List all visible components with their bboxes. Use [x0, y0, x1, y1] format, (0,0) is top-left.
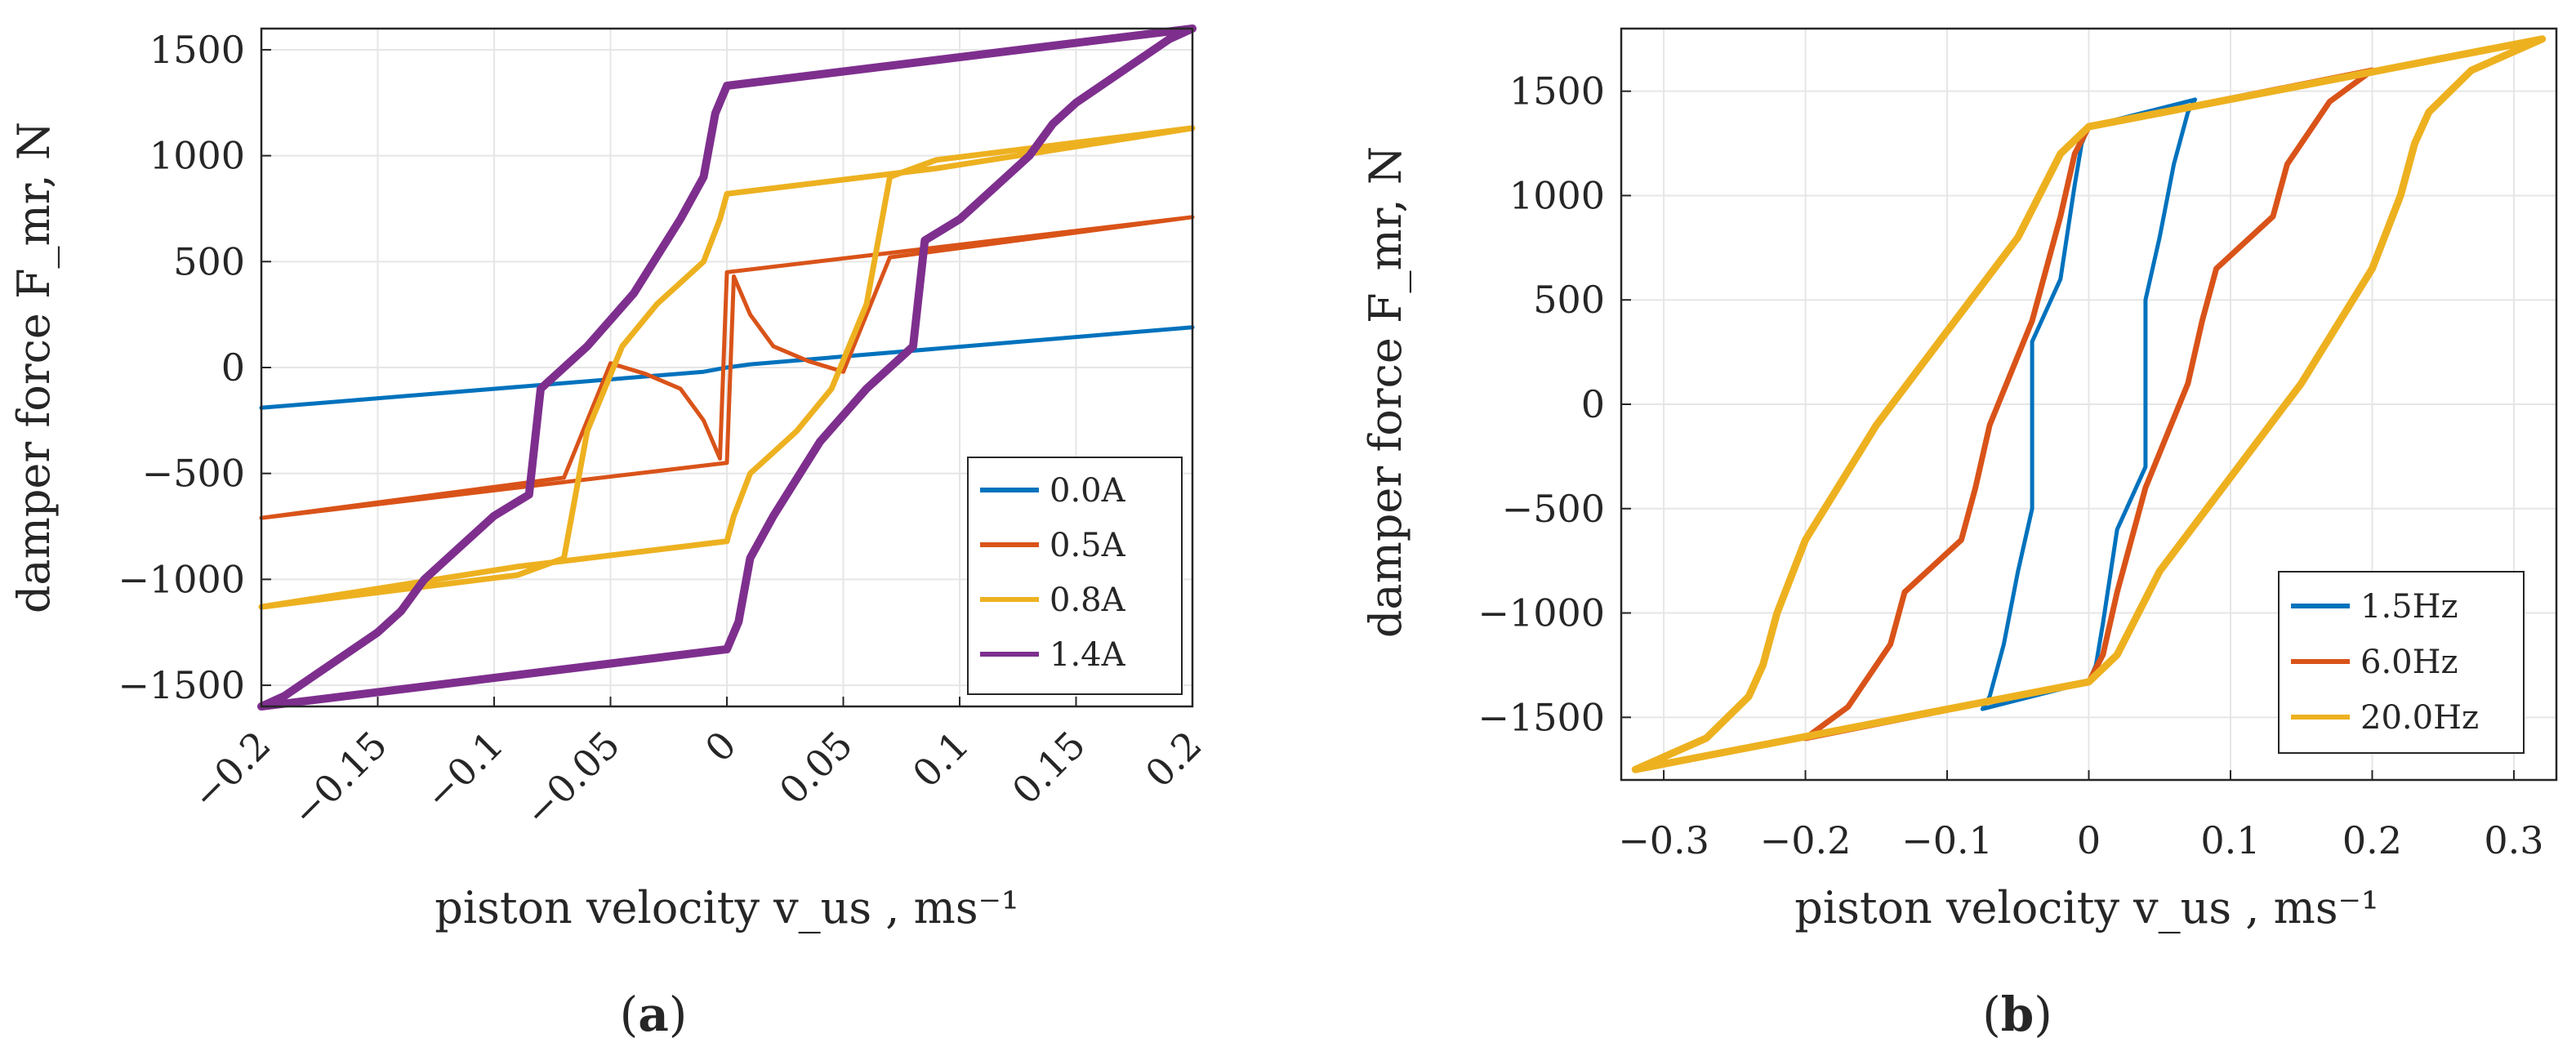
x-axis-label-a: piston velocity v_us , ms⁻¹ — [435, 882, 1018, 933]
x-tick-label-b-5: 0.2 — [2342, 818, 2402, 862]
y-tick-label-a-5: 1000 — [149, 134, 245, 178]
x-ticks-a: −0.2 −0.15 −0.1 −0.05 0 0.05 0.1 0.15 0.2 — [184, 697, 1210, 835]
panel-b: −0.3 −0.2 −0.1 0 0.1 0.2 0.3 −1500 −1000 −500 0 50… — [1360, 27, 2558, 1042]
panel-label-b: (b) — [1982, 987, 2052, 1042]
y-axis-label-b: damper force F_mr, N — [1360, 146, 1411, 638]
y-tick-label-a-1: −1000 — [118, 557, 245, 601]
x-tick-label-a-7: 0.15 — [1004, 723, 1094, 813]
x-tick-label-a-4: 0 — [697, 723, 745, 771]
y-ticks-b: −1500 −1000 −500 0 500 1000 1500 — [1477, 69, 1631, 739]
panel-a: −0.2 −0.15 −0.1 −0.05 0 0.05 0.1 0.15 0.2 −1500−… — [8, 25, 1210, 1042]
x-tick-label-b-1: −0.2 — [1760, 818, 1852, 862]
y-tick-label-a-0: −1500 — [118, 663, 245, 707]
series-line-b-2 — [1631, 35, 2547, 773]
legend-label-a-0: 0.0A — [1050, 472, 1126, 510]
x-tick-label-b-4: 0.1 — [2200, 818, 2260, 862]
legend-label-a-3: 1.4A — [1050, 636, 1126, 674]
legend-label-b-0: 1.5Hz — [2360, 588, 2458, 626]
x-axis-label-b: piston velocity v_us , ms⁻¹ — [1794, 882, 2378, 933]
legend-label-a-2: 0.8A — [1050, 581, 1126, 619]
x-ticks-b: −0.3 −0.2 −0.1 0 0.1 0.2 0.3 — [1618, 770, 2544, 862]
y-tick-label-a-4: 500 — [173, 239, 245, 283]
series-line-a-0 — [259, 325, 1195, 410]
y-tick-label-b-3: 0 — [1581, 382, 1605, 426]
x-tick-label-a-5: 0.05 — [771, 723, 862, 813]
y-tick-label-a-2: −500 — [142, 452, 245, 496]
x-tick-label-a-6: 0.1 — [904, 723, 978, 796]
grid-b — [1621, 29, 2556, 780]
legend-label-b-2: 20.0Hz — [2360, 699, 2479, 737]
panel-label-a: (a) — [620, 987, 688, 1042]
legend-a: 0.0A 0.5A 0.8A 1.4A — [967, 457, 1183, 695]
y-tick-label-a-6: 1500 — [149, 28, 245, 72]
y-tick-label-b-6: 1500 — [1509, 69, 1605, 114]
y-tick-label-b-4: 500 — [1533, 278, 1605, 322]
x-tick-label-b-6: 0.3 — [2484, 818, 2543, 862]
y-ticks-a: −1500 −1000 −500 0 500 1000 1500 — [118, 28, 271, 707]
legend-label-b-1: 6.0Hz — [2360, 644, 2458, 681]
y-tick-label-b-2: −500 — [1502, 487, 1605, 531]
legend-label-a-1: 0.5A — [1050, 527, 1126, 564]
x-tick-label-b-3: 0 — [2077, 818, 2101, 862]
y-tick-label-a-3: 0 — [221, 345, 245, 390]
x-tick-label-a-2: −0.1 — [417, 723, 512, 818]
legend-b: 1.5Hz 6.0Hz 20.0Hz — [2278, 571, 2525, 754]
series-b — [1631, 35, 2547, 773]
y-tick-label-b-0: −1500 — [1477, 695, 1605, 739]
series-line-b-0 — [1980, 97, 2198, 711]
y-axis-label-a: damper force F_mr, N — [8, 122, 60, 613]
x-tick-label-a-1: −0.15 — [283, 723, 395, 835]
x-tick-label-a-3: −0.05 — [515, 723, 628, 835]
x-tick-label-a-8: 0.2 — [1137, 723, 1210, 796]
y-tick-label-b-5: 1000 — [1509, 173, 1605, 217]
x-tick-label-b-2: −0.1 — [1901, 818, 1993, 862]
x-tick-label-b-0: −0.3 — [1618, 818, 1709, 862]
x-tick-label-a-0: −0.2 — [184, 723, 279, 818]
y-tick-label-b-1: −1000 — [1477, 591, 1605, 635]
